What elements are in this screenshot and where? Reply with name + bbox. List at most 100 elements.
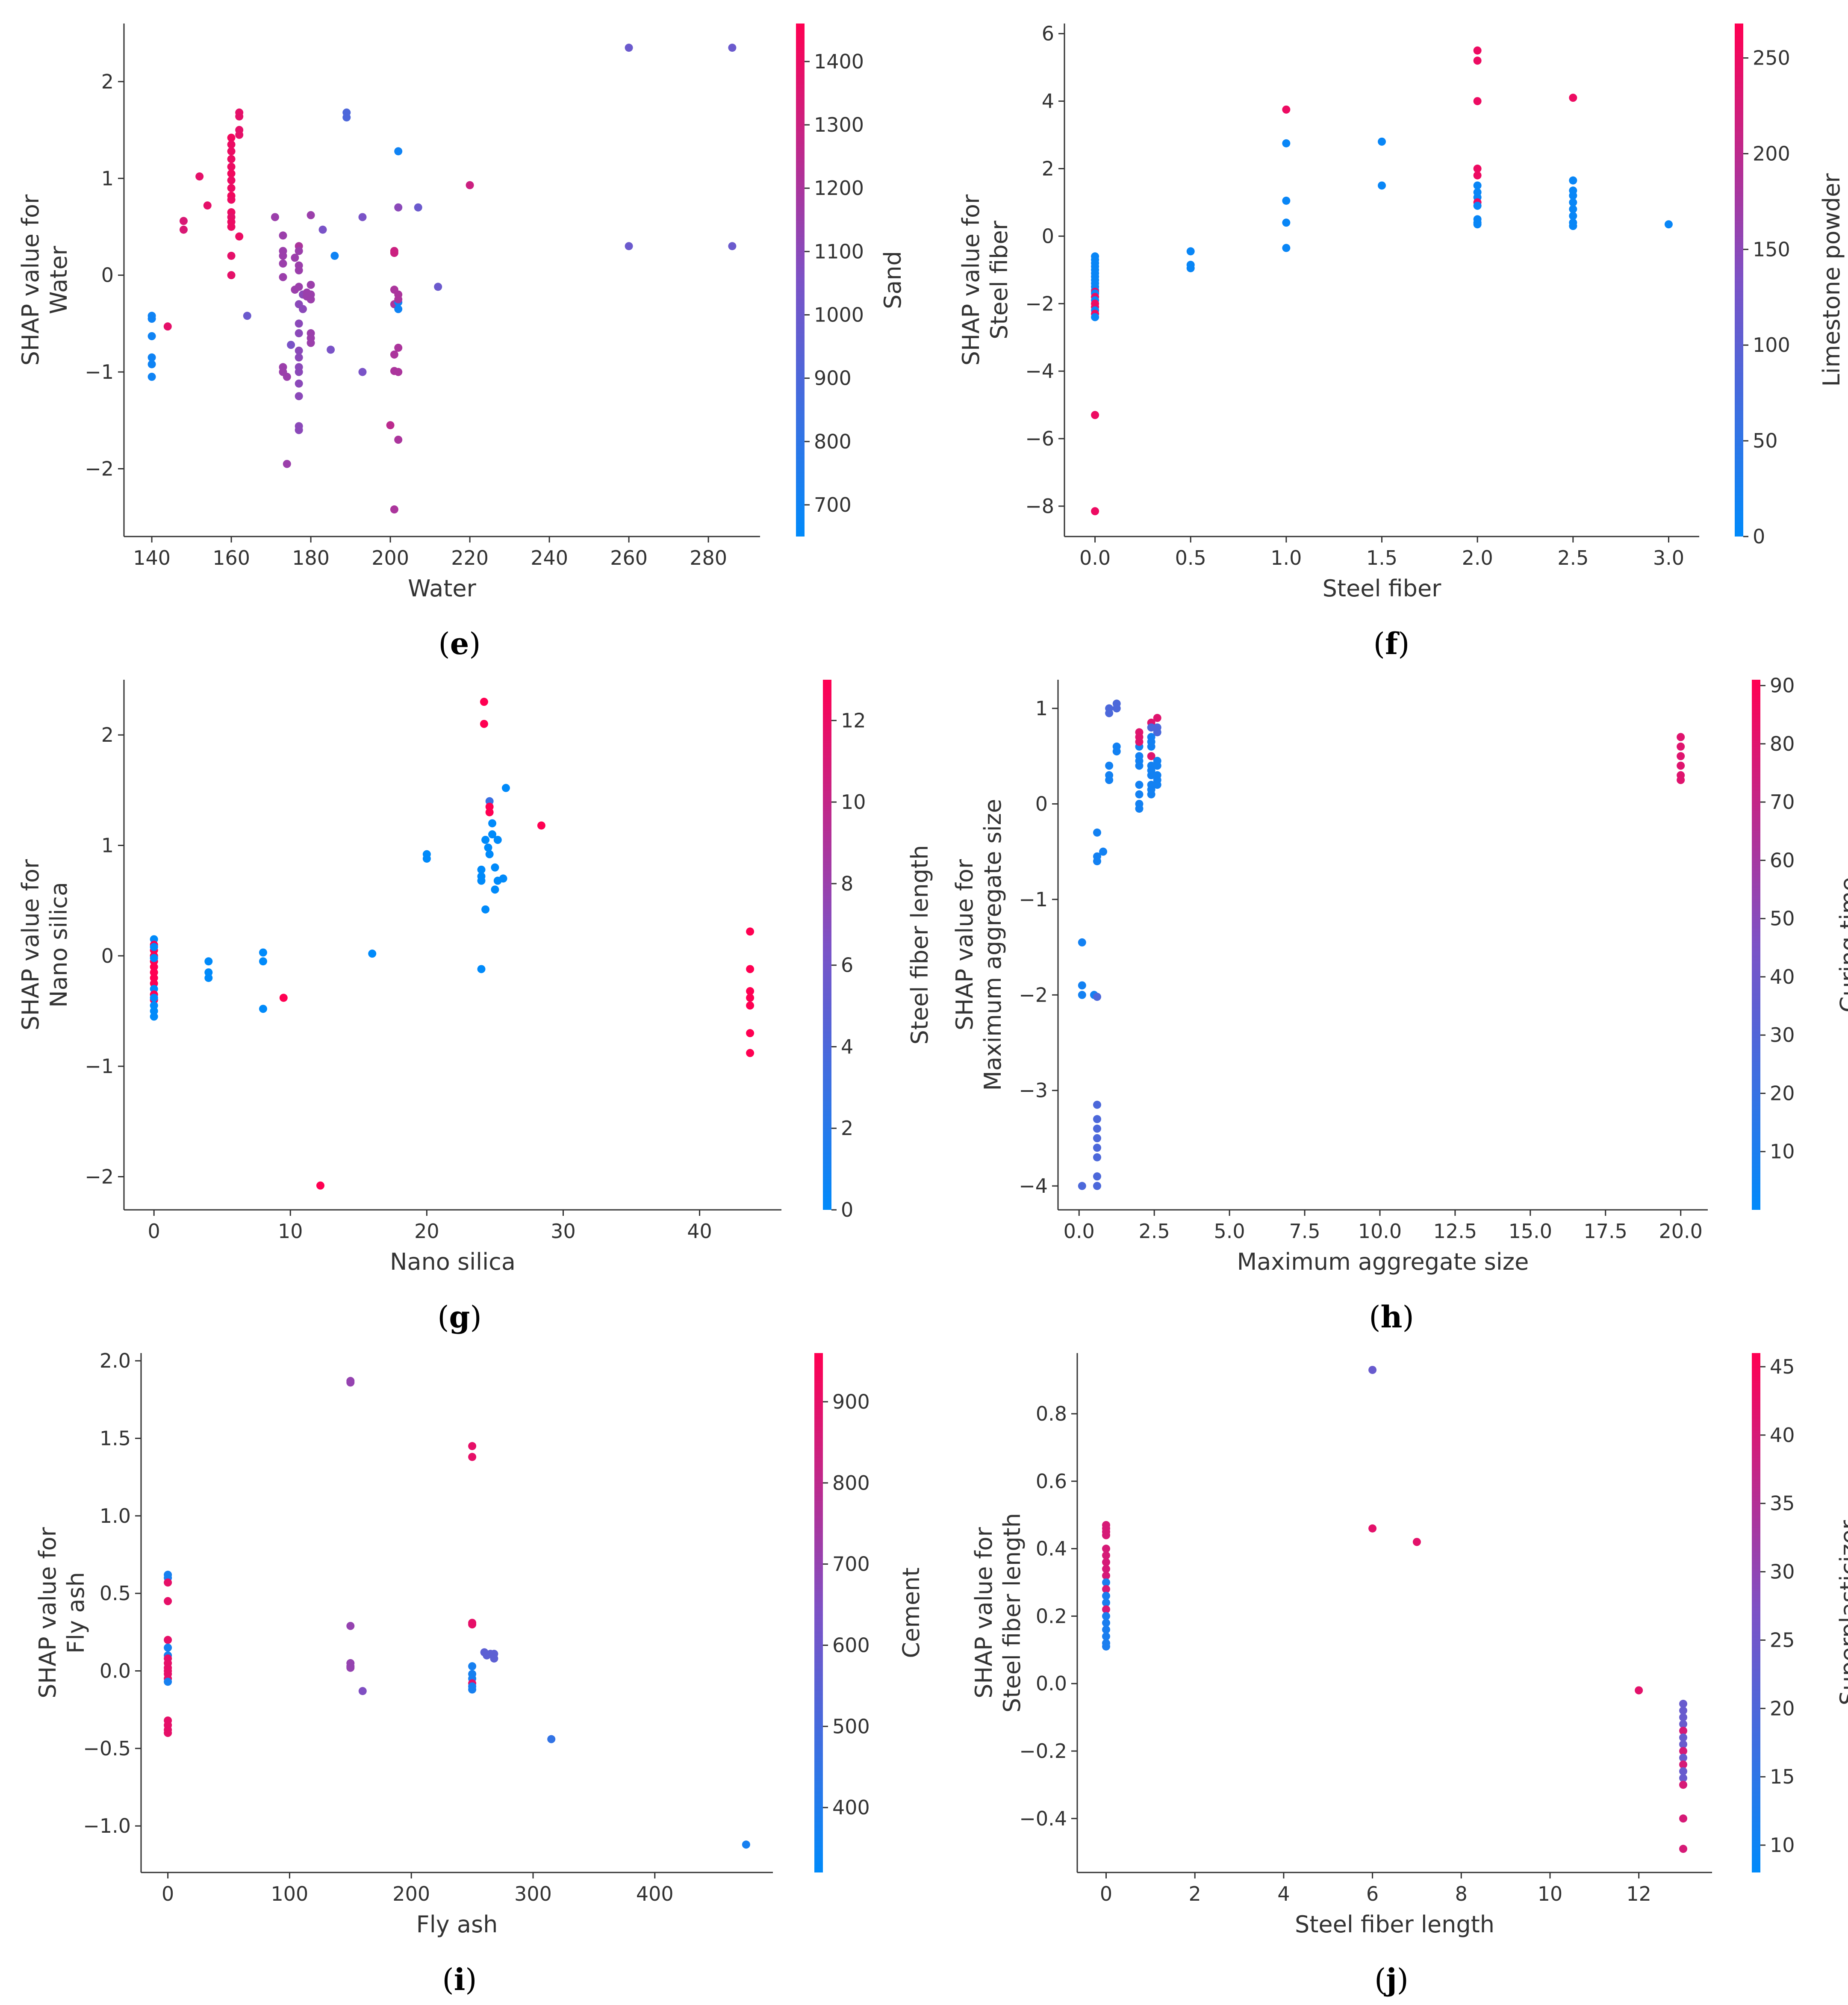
colorbar-tick-label: 4 <box>841 1035 853 1058</box>
data-point <box>501 784 510 792</box>
data-point <box>1679 1814 1687 1823</box>
x-axis-label: Steel fiber <box>1323 575 1442 602</box>
colorbar-label: Sand <box>879 251 906 309</box>
x-tick-label: 10 <box>1538 1882 1563 1905</box>
data-point <box>1105 709 1114 717</box>
colorbar <box>1752 1353 1760 1872</box>
x-tick-label: 260 <box>610 546 648 569</box>
data-point <box>279 994 288 1002</box>
y-tick-label: −6 <box>1025 427 1054 450</box>
data-point <box>1679 1740 1687 1748</box>
y-tick-label: 1 <box>101 834 114 857</box>
data-point <box>1147 790 1155 799</box>
data-point <box>1368 1365 1377 1374</box>
data-point <box>1078 1182 1086 1190</box>
y-tick-label: −2 <box>1019 983 1048 1006</box>
x-tick-label: 17.5 <box>1584 1220 1627 1243</box>
data-point <box>1679 1781 1687 1789</box>
data-point <box>1282 139 1291 147</box>
data-point <box>746 1029 755 1038</box>
y-tick-label: 0.8 <box>1036 1402 1067 1425</box>
x-tick-label: 2.0 <box>1462 546 1493 569</box>
data-point <box>1473 220 1482 229</box>
data-point <box>279 259 287 268</box>
y-axis-label: SHAP value forSteel fiber length <box>970 1513 1026 1713</box>
x-tick-label: 0 <box>1100 1882 1112 1905</box>
colorbar <box>823 680 831 1210</box>
colorbar-tick-label: 200 <box>1753 142 1790 165</box>
data-point <box>279 273 287 281</box>
data-point <box>1102 1578 1110 1586</box>
data-point <box>1153 761 1161 770</box>
colorbar-tick-label: 1000 <box>814 303 864 326</box>
data-point <box>295 247 303 255</box>
data-point <box>204 957 213 966</box>
data-point <box>491 885 499 894</box>
data-point <box>481 905 490 914</box>
y-tick-label: 6 <box>1042 22 1054 45</box>
x-tick-label: 8 <box>1455 1882 1468 1905</box>
data-point <box>1635 1686 1643 1695</box>
data-point <box>1105 761 1114 770</box>
data-point <box>625 242 633 251</box>
x-tick-label: 3.0 <box>1653 546 1684 569</box>
data-point <box>390 249 398 257</box>
data-point <box>259 1005 267 1013</box>
colorbar-tick-label: 400 <box>832 1796 870 1819</box>
data-point <box>1679 1845 1687 1853</box>
x-tick-label: 2 <box>1189 1882 1201 1905</box>
data-point <box>390 350 398 359</box>
data-point <box>330 251 339 260</box>
y-tick-label: 2.0 <box>100 1349 131 1372</box>
data-point <box>295 426 303 434</box>
panel-h: 0.0 2.5 5.0 7.5 10.0 12.5 15.0 17.5 20.0 −4 −3 −2 −1… <box>951 674 1848 1335</box>
y-tick-label: 1.0 <box>100 1504 131 1527</box>
data-point <box>1112 704 1121 713</box>
data-point <box>147 315 156 323</box>
x-tick-label: 300 <box>514 1882 552 1905</box>
data-point <box>307 280 315 289</box>
data-point <box>485 808 494 817</box>
data-point <box>390 505 398 514</box>
x-tick-label: 0.0 <box>1064 1220 1095 1243</box>
colorbar-tick-label: 50 <box>1770 907 1795 930</box>
colorbar-tick-label: 10 <box>1770 1834 1795 1857</box>
data-point <box>1135 737 1144 746</box>
data-point <box>728 242 737 251</box>
x-tick-label: 180 <box>292 546 330 569</box>
data-point <box>271 213 279 221</box>
data-point <box>227 133 236 142</box>
data-point <box>1105 776 1114 784</box>
data-point <box>346 1378 355 1387</box>
data-point <box>1102 1632 1110 1641</box>
data-point <box>1679 1727 1687 1735</box>
colorbar-tick-label: 80 <box>1770 732 1795 755</box>
data-point <box>1679 1760 1687 1769</box>
y-tick-label: −0.5 <box>83 1737 131 1760</box>
data-point <box>1679 1733 1687 1742</box>
data-point <box>259 957 267 966</box>
data-point <box>180 225 188 234</box>
data-point <box>1147 723 1155 732</box>
x-tick-label: 5.0 <box>1214 1220 1245 1243</box>
y-tick-label: −1 <box>85 1055 114 1078</box>
data-point <box>1102 1565 1110 1573</box>
data-point <box>1679 1700 1687 1708</box>
colorbar-tick-label: 12 <box>841 709 866 732</box>
data-point <box>1102 1598 1110 1607</box>
data-point <box>1102 1625 1110 1634</box>
x-tick-label: 40 <box>687 1220 712 1243</box>
data-point <box>1679 1706 1687 1715</box>
x-tick-label: 200 <box>371 546 409 569</box>
data-point <box>1078 938 1086 946</box>
colorbar-tick-label: 20 <box>1770 1082 1795 1105</box>
x-axis-label: Maximum aggregate size <box>1237 1248 1529 1275</box>
colorbar-tick-label: 60 <box>1770 849 1795 872</box>
x-axis-label: Nano silica <box>390 1248 516 1275</box>
data-point <box>746 987 755 995</box>
y-tick-label: 0.0 <box>1036 1672 1067 1695</box>
y-tick-label: 4 <box>1042 90 1054 113</box>
data-point <box>1102 1592 1110 1600</box>
x-tick-label: 20.0 <box>1659 1220 1702 1243</box>
